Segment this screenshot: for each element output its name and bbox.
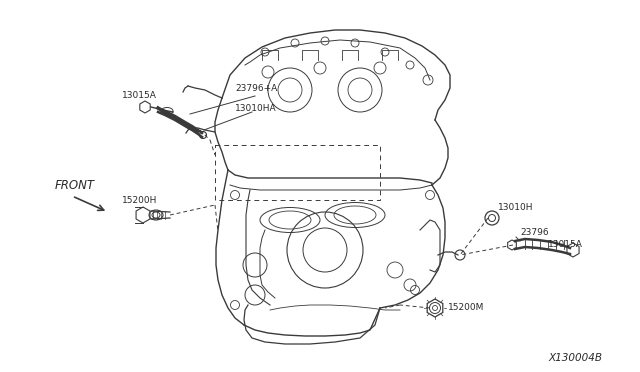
Text: 13015A: 13015A	[122, 90, 157, 99]
Text: FRONT: FRONT	[55, 179, 95, 192]
Text: 23796+A: 23796+A	[235, 83, 277, 93]
Text: 15200M: 15200M	[448, 304, 484, 312]
Text: 23796: 23796	[520, 228, 548, 237]
Text: 13010H: 13010H	[498, 202, 534, 212]
Text: X130004B: X130004B	[548, 353, 602, 363]
Text: 13010HA: 13010HA	[235, 103, 276, 112]
Text: 15200H: 15200H	[122, 196, 157, 205]
Text: 13015A: 13015A	[548, 240, 583, 248]
